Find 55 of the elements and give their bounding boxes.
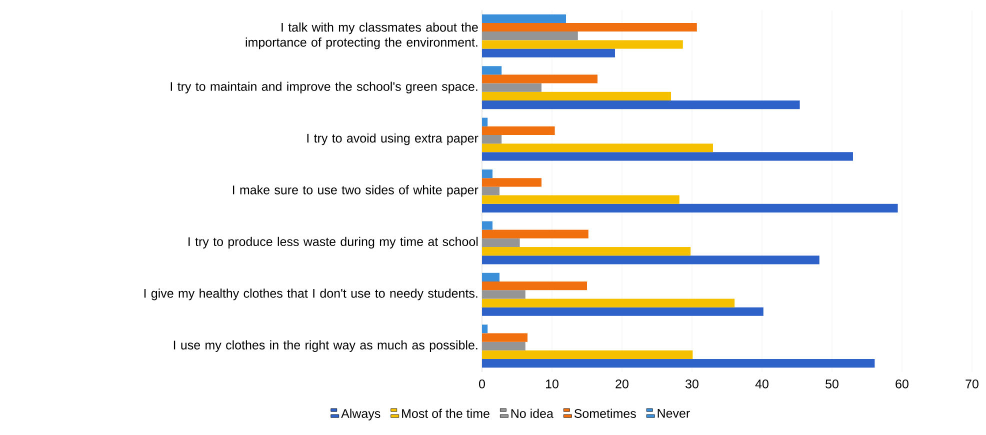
- bar: [482, 169, 492, 178]
- bar: [482, 126, 555, 135]
- legend-label: No idea: [511, 408, 554, 418]
- bar: [482, 247, 691, 256]
- bar: [482, 238, 520, 248]
- x-tick-label: 20: [616, 380, 628, 388]
- bar: [482, 83, 542, 92]
- bar: [482, 48, 615, 58]
- x-tick-label: 60: [896, 380, 908, 388]
- legend-label: Most of the time: [402, 408, 490, 418]
- bar: [482, 186, 500, 196]
- bar: [482, 152, 853, 161]
- bar: [482, 178, 542, 187]
- bar: [482, 14, 566, 23]
- x-tick-label: 10: [546, 380, 558, 388]
- bar: [482, 333, 528, 342]
- x-tick-label: 30: [686, 380, 698, 388]
- bar: [482, 350, 693, 360]
- y-tick-label: I try to avoid using extra paper: [307, 133, 478, 146]
- bar: [482, 307, 764, 316]
- bar: [482, 230, 588, 238]
- bar: [482, 204, 898, 212]
- bar: [482, 100, 800, 110]
- y-tick-label: I try to produce less waste during my time at school: [188, 236, 478, 249]
- bar: [482, 195, 680, 204]
- bar: [482, 22, 697, 32]
- x-tick-label: 50: [826, 380, 838, 388]
- bar: [482, 221, 492, 230]
- bar: [482, 144, 713, 152]
- legend-label: Sometimes: [574, 408, 636, 418]
- bar: [482, 118, 488, 126]
- x-tick-label: 0: [479, 380, 485, 388]
- x-tick-label: 70: [966, 380, 978, 388]
- bar: [482, 92, 671, 100]
- bar: [482, 74, 598, 84]
- bar: [482, 272, 500, 282]
- bar: [482, 40, 683, 49]
- y-tick-label: I talk with my classmates about the importance of protecting the environment.: [246, 22, 478, 50]
- y-tick-label: I use my clothes in the right way as much as possible.: [174, 340, 478, 352]
- bar: [482, 290, 526, 299]
- bar: [482, 134, 502, 144]
- legend-label: Always: [341, 408, 380, 420]
- y-tick-label: I make sure to use two sides of white paper: [232, 185, 478, 197]
- bar: [482, 282, 587, 290]
- y-tick-label: I give my healthy clothes that I don't use to needy students.: [144, 288, 478, 300]
- bar: [482, 342, 526, 350]
- y-tick-label: I try to maintain and improve the school's green space.: [170, 82, 478, 94]
- bar: [482, 32, 578, 40]
- bar: [482, 66, 502, 75]
- bar: [482, 359, 875, 368]
- bar: [482, 256, 820, 264]
- legend-label: Never: [658, 408, 690, 418]
- bar: [482, 298, 735, 308]
- bar: [482, 324, 488, 334]
- x-tick-label: 40: [755, 380, 768, 388]
